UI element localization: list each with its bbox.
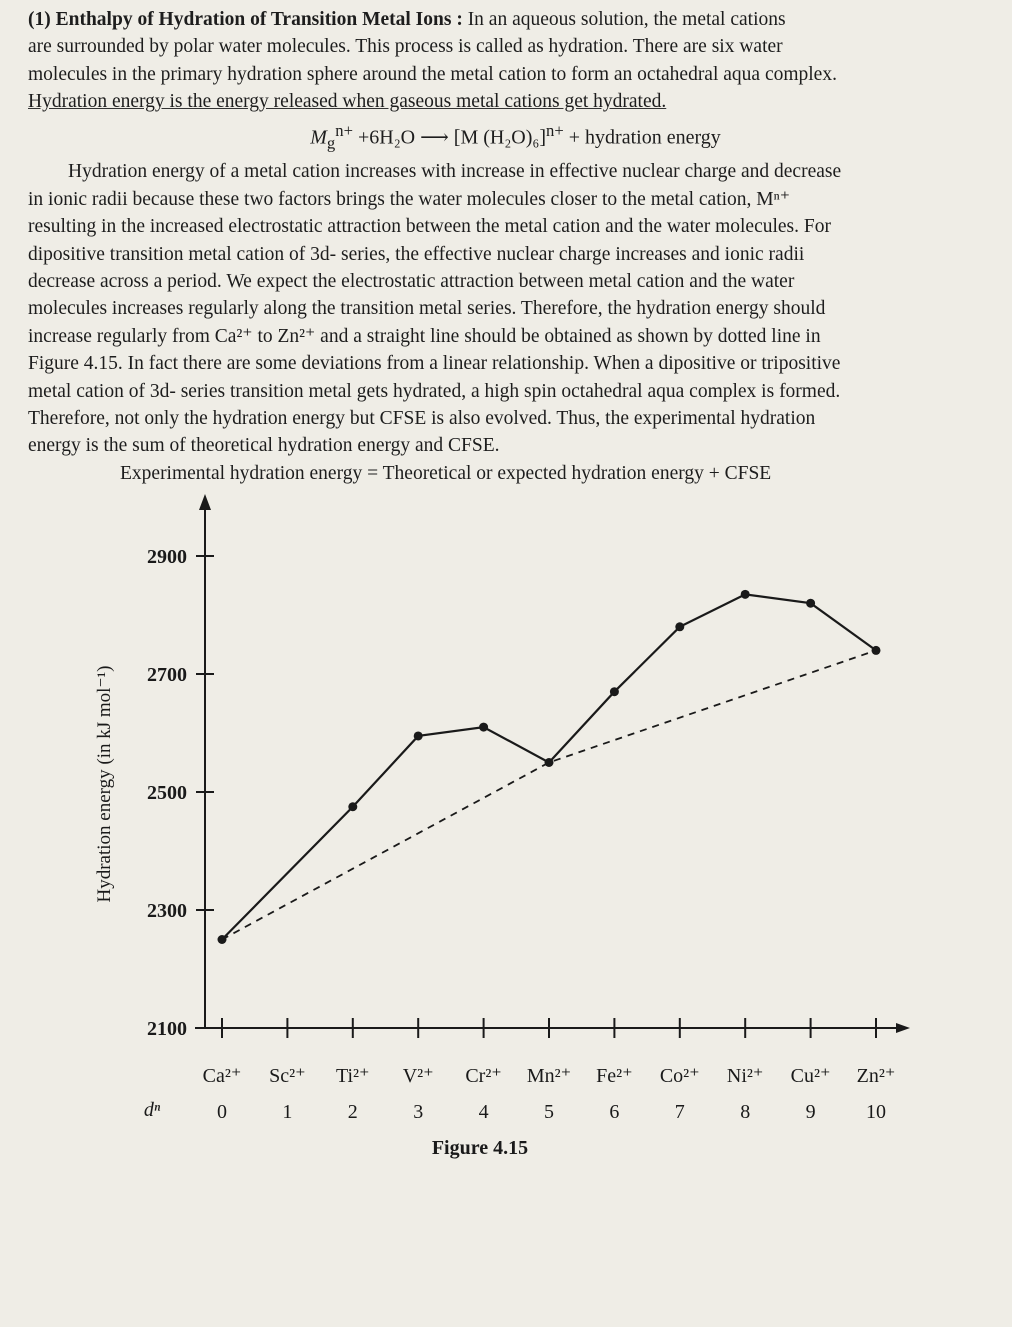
para-line-11: energy is the sum of theoretical hydrati… [28, 435, 500, 457]
d-electron-count-label: 7 [675, 1101, 685, 1123]
x-category-label: Cr²⁺ [465, 1065, 502, 1087]
y-tick-label: 2300 [147, 900, 187, 922]
d-electron-count-label: 9 [806, 1101, 816, 1123]
para-line-8: Figure 4.15. In fact there are some devi… [28, 353, 841, 375]
para-line-1: Hydration energy of a metal cation incre… [68, 161, 842, 183]
d-electron-count-label: 6 [609, 1101, 619, 1123]
figure-4-15: 2100 2300 2500 2700 2900 Ca²⁺ 0 Sc²⁺ 1 Ti²⁺ 2 V²⁺ 3… [0, 480, 1012, 1180]
d-electron-count-label: 0 [217, 1101, 227, 1123]
eq-water: +6H₂O [357, 126, 416, 149]
data-point [740, 589, 750, 599]
data-point [609, 687, 619, 697]
eq-arrow: ⟶ [420, 126, 449, 149]
d-electron-count-label: 4 [479, 1101, 489, 1123]
para-line-9: metal cation of 3d- series transition me… [28, 380, 841, 402]
data-point [348, 802, 358, 812]
x-category-label: Zn²⁺ [857, 1065, 896, 1087]
x-category-label: Sc²⁺ [269, 1065, 306, 1087]
data-point [544, 758, 554, 767]
text-line-2: are surrounded by polar water molecules.… [28, 36, 783, 58]
section-heading-line: (1) Enthalpy of Hydration of Transition … [28, 6, 983, 33]
y-axis-arrowhead [199, 494, 211, 510]
para-line-6: molecules increases regularly along the … [28, 298, 826, 320]
chart-series [217, 589, 881, 944]
x-category-label: V²⁺ [403, 1065, 434, 1087]
x-category-label: Cu²⁺ [791, 1065, 831, 1087]
d-electron-count-label: 1 [282, 1101, 292, 1123]
eq-product: + hydration energy [563, 126, 721, 149]
text-line-4: Hydration energy is the energy released … [28, 91, 667, 113]
para-line-7: increase regularly from Ca²⁺ to Zn²⁺ and… [28, 325, 821, 347]
hydration-energy-chart: 2100 2300 2500 2700 2900 Ca²⁺ 0 Sc²⁺ 1 Ti²⁺ 2 V²⁺ 3… [94, 494, 910, 1160]
y-axis-ticks: 2100 2300 2500 2700 2900 [147, 546, 214, 1040]
para-line-5: decrease across a period. We expect the … [28, 270, 795, 292]
expected-trend-line [221, 649, 877, 941]
x-category-label: Ca²⁺ [203, 1065, 242, 1087]
data-point [806, 598, 816, 608]
d-electron-axis-label: dⁿ [144, 1099, 161, 1121]
eq-complex: [M (H₂O)₆] [453, 126, 547, 149]
x-category-label: Fe²⁺ [596, 1065, 633, 1087]
eq-metal-sup: n+ [335, 120, 353, 140]
data-point [479, 722, 489, 732]
y-tick-label: 2900 [147, 546, 187, 568]
figure-caption: Figure 4.15 [432, 1137, 528, 1159]
x-category-label: Ti²⁺ [336, 1065, 370, 1087]
para-line-2: in ionic radii because these two factors… [28, 188, 791, 210]
experimental-line [221, 593, 877, 941]
y-axis-title: Hydration energy (in kJ mol⁻¹) [94, 666, 115, 903]
y-tick-label: 2500 [147, 782, 187, 804]
x-axis-ticks: Ca²⁺ 0 Sc²⁺ 1 Ti²⁺ 2 V²⁺ 3 Cr²⁺ 4 Mn²⁺ 5 Fe²⁺ 6 Co²⁺ 7 N… [144, 1018, 896, 1123]
y-tick-label: 2700 [147, 664, 187, 686]
para-line-3: resulting in the increased electrostatic… [28, 216, 831, 238]
data-point [675, 622, 685, 632]
hydration-equation: Mgn+ +6H₂O ⟶ [M (H₂O)₆]n+ + hydration en… [28, 116, 983, 159]
y-tick-label: 2100 [147, 1018, 187, 1040]
x-axis-arrowhead [896, 1023, 910, 1033]
eq-complex-sup: n+ [546, 120, 564, 140]
cfse-formula: Experimental hydration energy = Theoreti… [120, 462, 772, 484]
chart-axes [195, 494, 910, 1033]
chart-labels: Hydration energy (in kJ mol⁻¹) Figure 4.1… [94, 666, 528, 1160]
data-point [413, 731, 423, 741]
d-electron-count-label: 10 [866, 1101, 886, 1123]
text-line-3: molecules in the primary hydration spher… [28, 63, 837, 85]
x-category-label: Mn²⁺ [527, 1065, 571, 1087]
eq-metal: M [310, 126, 327, 149]
para-line-4: dipositive transition metal cation of 3d… [28, 243, 805, 265]
d-electron-count-label: 3 [413, 1101, 423, 1123]
x-category-label: Co²⁺ [660, 1065, 700, 1087]
x-category-label: Ni²⁺ [727, 1065, 764, 1087]
d-electron-count-label: 5 [544, 1101, 554, 1123]
body-text: (1) Enthalpy of Hydration of Transition … [28, 6, 983, 487]
section-heading: (1) Enthalpy of Hydration of Transition … [28, 9, 463, 30]
para-line-10: Therefore, not only the hydration energy… [28, 407, 816, 429]
heading-continuation: In an aqueous solution, the metal cation… [462, 9, 786, 30]
d-electron-count-label: 8 [740, 1101, 750, 1123]
eq-metal-sub: g [326, 133, 336, 153]
d-electron-count-label: 2 [348, 1101, 358, 1123]
